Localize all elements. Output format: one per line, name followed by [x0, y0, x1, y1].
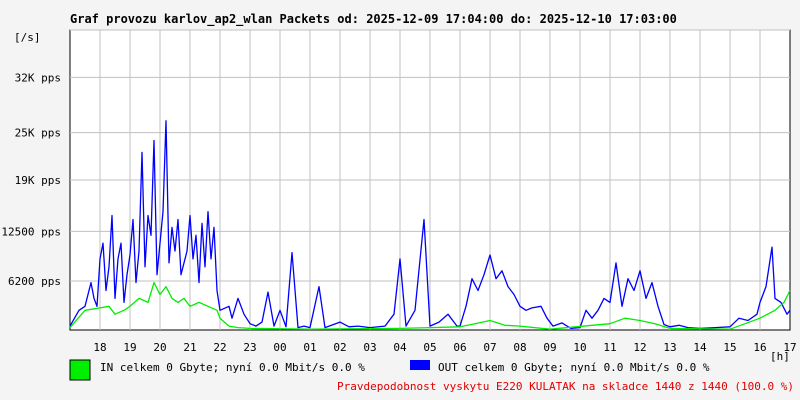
x-tick-label: 08: [513, 341, 526, 354]
x-tick-label: 10: [573, 341, 586, 354]
footer-warning: Pravdepodobnost vyskytu E220 KULATAK na …: [337, 380, 794, 393]
x-tick-label: 04: [393, 341, 407, 354]
x-tick-label: 21: [183, 341, 196, 354]
legend-out-swatch: [410, 360, 430, 370]
x-tick-label: 12: [633, 341, 646, 354]
series-group: [69, 120, 791, 330]
x-tick-label: 06: [453, 341, 466, 354]
x-tick-label: 19: [123, 341, 136, 354]
x-tick-label: 14: [693, 341, 707, 354]
y-tick-label: 19K pps: [15, 174, 61, 187]
series-line-out: [69, 120, 791, 330]
y-axis-label: [/s]: [14, 31, 41, 44]
legend-in-text: IN celkem 0 Gbyte; nyní 0.0 Mbit/s 0.0 %: [100, 361, 365, 374]
y-tick-label: 12500 pps: [1, 225, 61, 238]
x-tick-label: 16: [753, 341, 766, 354]
chart-title: Graf provozu karlov_ap2_wlan Packets od:…: [70, 12, 677, 27]
x-tick-label: 17: [783, 341, 796, 354]
x-tick-label: 00: [273, 341, 286, 354]
x-tick-label: 02: [333, 341, 346, 354]
series-line-in: [69, 281, 791, 330]
x-tick-labels: 18 19 20 21 22 23 00 01 02 03 04 05 06 07 08 09 10 11 12 13…: [93, 341, 796, 354]
y-tick-label: 32K pps: [15, 71, 61, 84]
x-tick-label: 11: [603, 341, 616, 354]
grid-lines: [70, 29, 790, 330]
x-tick-label: 23: [243, 341, 256, 354]
legend-out-text: OUT celkem 0 Gbyte; nyní 0.0 Mbit/s 0.0 …: [438, 361, 710, 374]
legend-in-swatch: [69, 359, 91, 381]
x-tick-label: 03: [363, 341, 376, 354]
x-tick-label: 07: [483, 341, 496, 354]
x-axis-label: [h]: [770, 350, 790, 363]
x-tick-label: 22: [213, 341, 226, 354]
y-tick-labels: 6200 pps 12500 pps 19K pps 25K pps 32K pps: [1, 71, 61, 288]
x-tick-label: 20: [153, 341, 166, 354]
x-tick-label: 09: [543, 341, 556, 354]
y-tick-label: 25K pps: [15, 127, 61, 140]
x-tick-label: 13: [663, 341, 676, 354]
x-tick-label: 01: [303, 341, 316, 354]
y-tick-label: 6200 pps: [8, 275, 61, 288]
x-tick-label: 05: [423, 341, 436, 354]
x-tick-label: 15: [723, 341, 736, 354]
x-tick-label: 18: [93, 341, 106, 354]
